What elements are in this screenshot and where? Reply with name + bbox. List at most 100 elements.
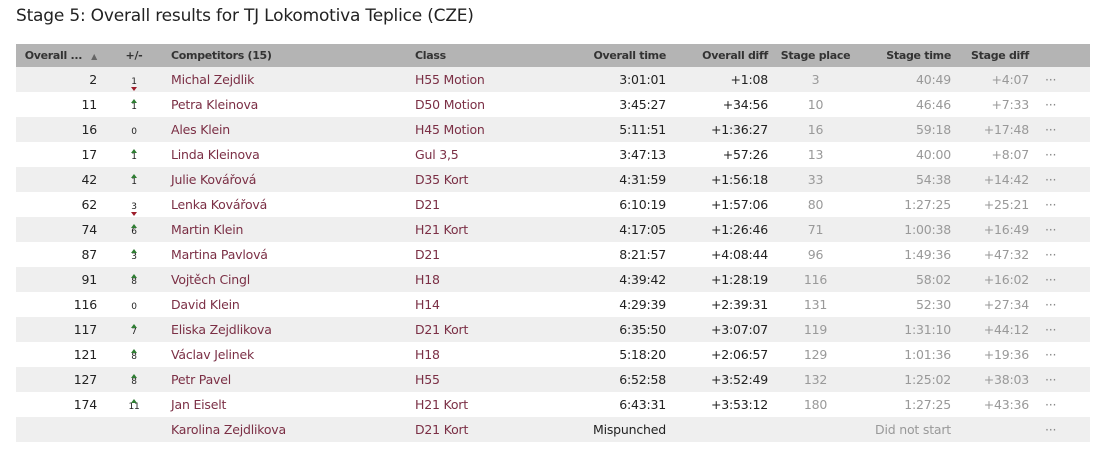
class-link[interactable]: D35 Kort <box>415 167 548 192</box>
overall-diff: +2:39:31 <box>674 292 776 317</box>
competitor-link[interactable]: Václav Jelinek <box>163 342 415 367</box>
more-options-icon[interactable]: ··· <box>1037 67 1090 92</box>
competitor-link[interactable]: Ales Klein <box>163 117 415 142</box>
table-row[interactable]: 121 8 Václav Jelinek H18 5:18:20 +2:06:57 129 1… <box>16 342 1090 367</box>
stage-place: 16 <box>776 117 855 142</box>
sort-up-icon[interactable]: ▲ <box>91 52 97 61</box>
col-header-stage-time[interactable]: Stage time <box>855 44 959 67</box>
overall-place <box>16 417 105 442</box>
class-link[interactable]: D21 Kort <box>415 317 548 342</box>
class-link[interactable]: H18 <box>415 342 548 367</box>
table-row[interactable]: Karolina Zejdlikova D21 Kort Mispunched Did… <box>16 417 1090 442</box>
competitor-link[interactable]: Martina Pavlová <box>163 242 415 267</box>
position-change-value: 3 <box>131 202 137 212</box>
table-row[interactable]: 91 8 Vojtěch Cingl H18 4:39:42 +1:28:19 116 58:… <box>16 267 1090 292</box>
overall-time: 4:31:59 <box>548 167 674 192</box>
overall-diff <box>674 417 776 442</box>
position-change-value: 8 <box>131 352 137 362</box>
position-change-value: 0 <box>131 127 137 137</box>
table-row[interactable]: 42 1 Julie Kovářová D35 Kort 4:31:59 +1:56:18… <box>16 167 1090 192</box>
more-options-icon[interactable]: ··· <box>1037 292 1090 317</box>
overall-time: 5:18:20 <box>548 342 674 367</box>
table-row[interactable]: 17 1 Linda Kleinova Gul 3,5 3:47:13 +57:26 13 4… <box>16 142 1090 167</box>
class-link[interactable]: H45 Motion <box>415 117 548 142</box>
overall-time: 8:21:57 <box>548 242 674 267</box>
col-header-overall[interactable]: Overall ... ▲ <box>16 44 105 67</box>
col-header-stage-place[interactable]: Stage place <box>776 44 855 67</box>
col-header-stage-diff[interactable]: Stage diff <box>959 44 1037 67</box>
table-row[interactable]: 2 1 Michal Zejdlik H55 Motion 3:01:01 +1:08 3 4… <box>16 67 1090 92</box>
stage-place <box>776 417 855 442</box>
col-header-competitors[interactable]: Competitors (15) <box>163 44 415 67</box>
overall-diff: +3:52:49 <box>674 367 776 392</box>
more-options-icon[interactable]: ··· <box>1037 242 1090 267</box>
competitor-link[interactable]: Eliska Zejdlikova <box>163 317 415 342</box>
more-options-icon[interactable]: ··· <box>1037 117 1090 142</box>
overall-time: 6:52:58 <box>548 367 674 392</box>
competitor-link[interactable]: Vojtěch Cingl <box>163 267 415 292</box>
table-row[interactable]: 62 3 Lenka Kovářová D21 6:10:19 +1:57:06 80 1:2… <box>16 192 1090 217</box>
table-row[interactable]: 116 0 David Klein H14 4:29:39 +2:39:31 131 52:3… <box>16 292 1090 317</box>
table-row[interactable]: 174 11 Jan Eiselt H21 Kort 6:43:31 +3:53:12 18… <box>16 392 1090 417</box>
class-link[interactable]: D21 <box>415 242 548 267</box>
more-options-icon[interactable]: ··· <box>1037 142 1090 167</box>
more-options-icon[interactable]: ··· <box>1037 317 1090 342</box>
competitor-link[interactable]: Michal Zejdlik <box>163 67 415 92</box>
class-link[interactable]: H21 Kort <box>415 217 548 242</box>
stage-time: 1:00:38 <box>855 217 959 242</box>
competitor-link[interactable]: Petr Pavel <box>163 367 415 392</box>
col-header-overall-diff[interactable]: Overall diff <box>674 44 776 67</box>
table-row[interactable]: 11 1 Petra Kleinova D50 Motion 3:45:27 +34:56… <box>16 92 1090 117</box>
table-row[interactable]: 16 0 Ales Klein H45 Motion 5:11:51 +1:36:27 16… <box>16 117 1090 142</box>
competitor-link[interactable]: Linda Kleinova <box>163 142 415 167</box>
class-link[interactable]: D21 Kort <box>415 417 548 442</box>
col-header-class[interactable]: Class <box>415 44 548 67</box>
table-row[interactable]: 117 7 Eliska Zejdlikova D21 Kort 6:35:50 +3:0… <box>16 317 1090 342</box>
competitor-link[interactable]: Petra Kleinova <box>163 92 415 117</box>
table-row[interactable]: 127 8 Petr Pavel H55 6:52:58 +3:52:49 132 1:25:… <box>16 367 1090 392</box>
competitor-link[interactable]: David Klein <box>163 292 415 317</box>
overall-diff: +1:28:19 <box>674 267 776 292</box>
class-link[interactable]: Gul 3,5 <box>415 142 548 167</box>
position-change-value: 8 <box>131 377 137 387</box>
competitor-link[interactable]: Julie Kovářová <box>163 167 415 192</box>
more-options-icon[interactable]: ··· <box>1037 392 1090 417</box>
class-link[interactable]: D21 <box>415 192 548 217</box>
overall-time: 5:11:51 <box>548 117 674 142</box>
more-options-icon[interactable]: ··· <box>1037 192 1090 217</box>
stage-place: 33 <box>776 167 855 192</box>
more-options-icon[interactable]: ··· <box>1037 92 1090 117</box>
more-options-icon[interactable]: ··· <box>1037 217 1090 242</box>
class-link[interactable]: D50 Motion <box>415 92 548 117</box>
competitor-link[interactable]: Karolina Zejdlikova <box>163 417 415 442</box>
more-options-icon[interactable]: ··· <box>1037 367 1090 392</box>
overall-place: 117 <box>16 317 105 342</box>
overall-diff: +1:36:27 <box>674 117 776 142</box>
no-change-indicator: 0 <box>131 303 137 312</box>
class-link[interactable]: H18 <box>415 267 548 292</box>
class-link[interactable]: H55 Motion <box>415 67 548 92</box>
more-options-icon[interactable]: ··· <box>1037 417 1090 442</box>
competitor-link[interactable]: Jan Eiselt <box>163 392 415 417</box>
table-row[interactable]: 74 6 Martin Klein H21 Kort 4:17:05 +1:26:46 71… <box>16 217 1090 242</box>
col-header-change[interactable]: +/- <box>105 44 163 67</box>
class-link[interactable]: H21 Kort <box>415 392 548 417</box>
stage-diff: +14:42 <box>959 167 1037 192</box>
competitor-link[interactable]: Lenka Kovářová <box>163 192 415 217</box>
position-change-value: 1 <box>131 102 137 112</box>
more-options-icon[interactable]: ··· <box>1037 167 1090 192</box>
col-header-overall-time[interactable]: Overall time <box>548 44 674 67</box>
table-row[interactable]: 87 3 Martina Pavlová D21 8:21:57 +4:08:44 96 1:… <box>16 242 1090 267</box>
position-change-cell: 0 <box>105 117 163 142</box>
stage-diff: +7:33 <box>959 92 1037 117</box>
more-options-icon[interactable]: ··· <box>1037 342 1090 367</box>
col-header-actions <box>1037 44 1090 67</box>
stage-place: 180 <box>776 392 855 417</box>
arrow-up-icon: 3 <box>131 249 137 262</box>
class-link[interactable]: H14 <box>415 292 548 317</box>
class-link[interactable]: H55 <box>415 367 548 392</box>
competitor-link[interactable]: Martin Klein <box>163 217 415 242</box>
stage-place: 129 <box>776 342 855 367</box>
stage-place: 80 <box>776 192 855 217</box>
more-options-icon[interactable]: ··· <box>1037 267 1090 292</box>
